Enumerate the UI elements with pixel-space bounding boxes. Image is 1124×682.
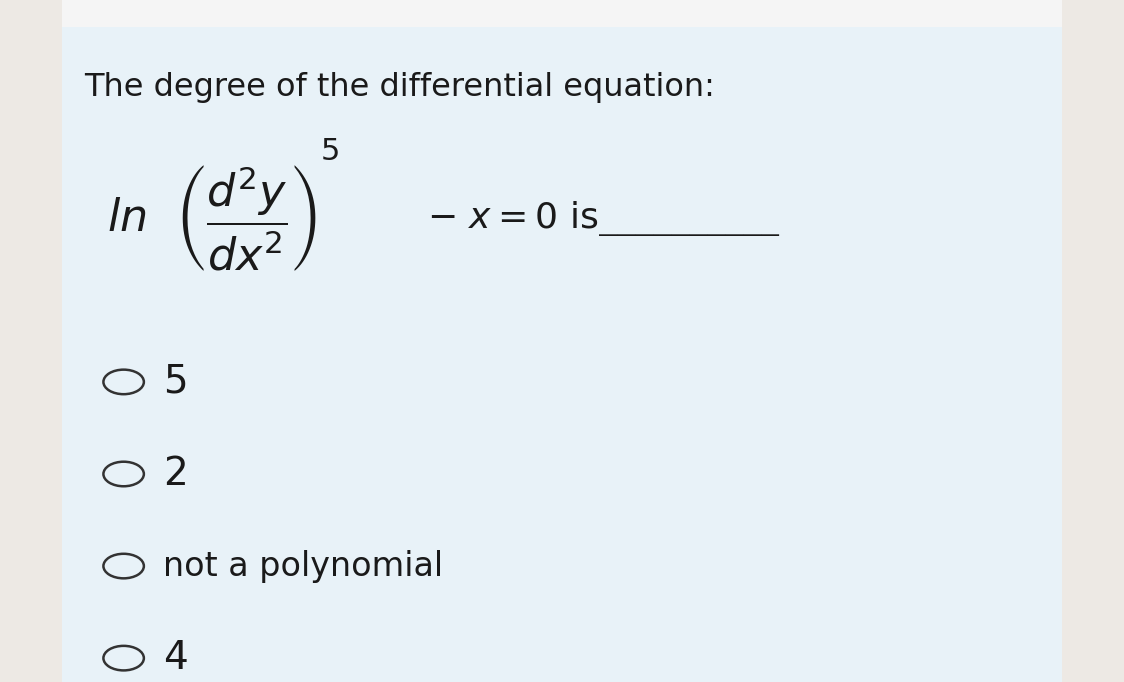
Text: $-\ x = 0\ \mathrm{is}$__________: $-\ x = 0\ \mathrm{is}$__________ <box>427 198 781 238</box>
Text: $\mathit{ln}$: $\mathit{ln}$ <box>107 196 146 240</box>
Text: $\left(\dfrac{d^2y}{dx^2}\right)$: $\left(\dfrac{d^2y}{dx^2}\right)$ <box>174 163 317 273</box>
Text: $5$: $5$ <box>320 136 339 167</box>
Text: The degree of the differential equation:: The degree of the differential equation: <box>84 72 715 102</box>
Text: not a polynomial: not a polynomial <box>163 550 443 582</box>
FancyBboxPatch shape <box>62 0 1062 682</box>
Text: $5$: $5$ <box>163 363 187 401</box>
FancyBboxPatch shape <box>62 0 1062 27</box>
Text: $4$: $4$ <box>163 639 188 677</box>
Text: $2$: $2$ <box>163 455 185 493</box>
